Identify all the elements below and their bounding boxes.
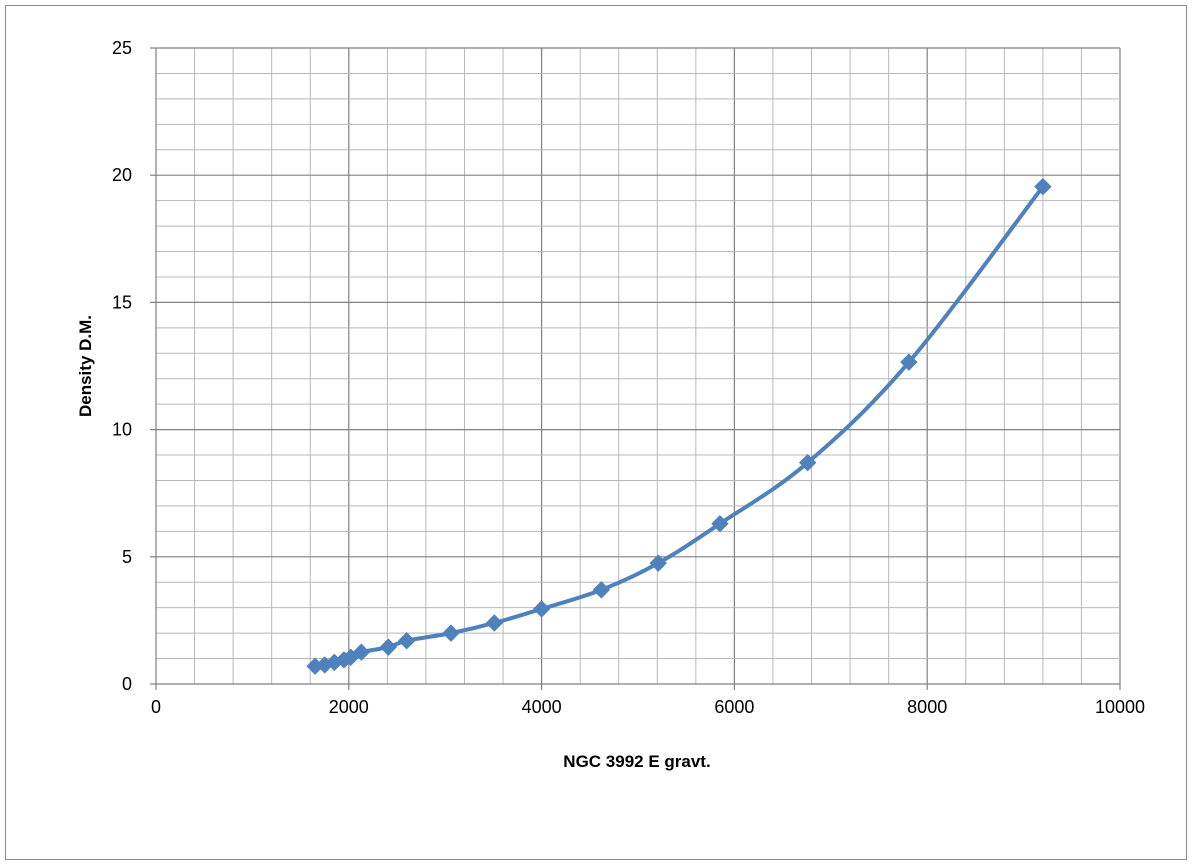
y-tick-label: 15	[112, 292, 132, 312]
data-point-diamond	[1034, 177, 1052, 196]
data-point-diamond	[798, 453, 817, 472]
y-tick-label: 0	[122, 674, 132, 694]
y-tick-label: 10	[112, 420, 132, 440]
data-point-diamond	[485, 614, 504, 632]
y-tick-label: 20	[112, 165, 132, 185]
x-tick-label: 2000	[329, 697, 369, 717]
series-layer	[306, 177, 1052, 675]
x-tick-label: 0	[151, 697, 161, 717]
data-point-diamond	[379, 638, 398, 656]
x-tick-label: 8000	[907, 697, 947, 717]
data-point-diamond	[900, 353, 918, 371]
y-tick-label: 5	[122, 547, 132, 567]
data-point-diamond	[711, 515, 729, 533]
data-point-diamond	[352, 643, 371, 661]
grid-layer	[156, 47, 1121, 684]
data-point-diamond	[592, 581, 611, 599]
axis-layer: 0 2000 4000 6000 8000 10000 0 5 10 15 20 25	[112, 38, 1145, 717]
x-tick-label: 10000	[1095, 697, 1145, 717]
series-line	[313, 184, 1045, 669]
data-point-diamond	[442, 624, 460, 642]
y-axis-title: Density D.M.	[76, 315, 95, 417]
chart-frame	[5, 5, 1187, 860]
x-axis-title: NGC 3992 E gravt.	[563, 752, 710, 771]
data-point-diamond	[532, 600, 551, 618]
data-point-diamond	[397, 632, 416, 650]
x-tick-label: 4000	[522, 697, 562, 717]
x-tick-label: 6000	[714, 697, 754, 717]
data-point-diamond	[649, 554, 667, 572]
y-tick-label: 25	[112, 38, 132, 58]
